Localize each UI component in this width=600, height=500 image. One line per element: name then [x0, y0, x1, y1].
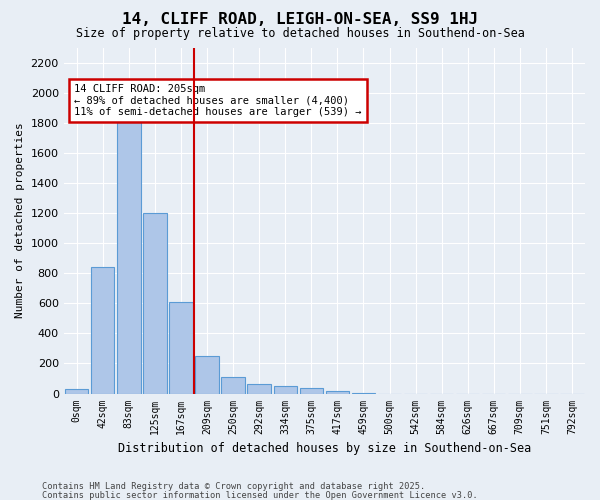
- Text: 14 CLIFF ROAD: 205sqm
← 89% of detached houses are smaller (4,400)
11% of semi-d: 14 CLIFF ROAD: 205sqm ← 89% of detached …: [74, 84, 362, 117]
- Bar: [274, 386, 297, 394]
- Bar: [117, 120, 140, 394]
- Text: Contains HM Land Registry data © Crown copyright and database right 2025.: Contains HM Land Registry data © Crown c…: [42, 482, 425, 491]
- Bar: [352, 393, 375, 394]
- Bar: [326, 390, 349, 394]
- Bar: [299, 388, 323, 394]
- Text: Size of property relative to detached houses in Southend-on-Sea: Size of property relative to detached ho…: [76, 28, 524, 40]
- Text: 14, CLIFF ROAD, LEIGH-ON-SEA, SS9 1HJ: 14, CLIFF ROAD, LEIGH-ON-SEA, SS9 1HJ: [122, 12, 478, 28]
- Text: Contains public sector information licensed under the Open Government Licence v3: Contains public sector information licen…: [42, 490, 478, 500]
- Bar: [196, 356, 219, 394]
- Y-axis label: Number of detached properties: Number of detached properties: [15, 122, 25, 318]
- Bar: [247, 384, 271, 394]
- Bar: [169, 302, 193, 394]
- Bar: [221, 377, 245, 394]
- Bar: [143, 213, 167, 394]
- X-axis label: Distribution of detached houses by size in Southend-on-Sea: Distribution of detached houses by size …: [118, 442, 531, 455]
- Bar: [91, 267, 115, 394]
- Bar: [65, 389, 88, 394]
